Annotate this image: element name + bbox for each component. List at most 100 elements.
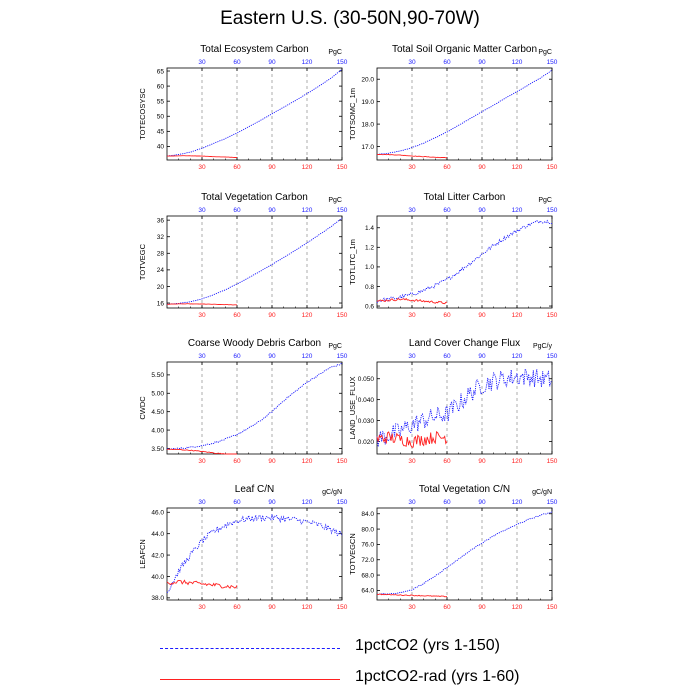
x-tick-label-bottom: 150 bbox=[337, 312, 348, 319]
x-tick-label-top: 90 bbox=[478, 353, 486, 360]
x-tick-label-bottom: 30 bbox=[408, 458, 416, 465]
x-tick-label-bottom: 90 bbox=[268, 458, 276, 465]
units-label: PgC bbox=[328, 197, 342, 204]
series-line-exp2 bbox=[376, 297, 448, 305]
series-line-exp1 bbox=[166, 514, 343, 593]
y-tick-label: 40.0 bbox=[151, 574, 164, 581]
x-tick-label-bottom: 60 bbox=[233, 458, 241, 465]
x-tick-label-bottom: 150 bbox=[547, 164, 558, 171]
y-tick-label: 72.0 bbox=[361, 557, 374, 564]
x-tick-label-top: 30 bbox=[198, 207, 206, 214]
y-tick-label: 68.0 bbox=[361, 572, 374, 579]
chart-panel-6: Land Cover Change Flux PgC/y LAND_USE_FLUX… bbox=[348, 338, 558, 465]
y-axis-label: LEAFCN bbox=[138, 539, 147, 569]
chart-panel-7: Leaf C/N gC/gN LEAFCN 30 30 60 60 90 90 120 120 150… bbox=[138, 484, 348, 611]
series-line-exp1 bbox=[376, 511, 553, 596]
series-line-exp1 bbox=[376, 367, 553, 447]
y-tick-label: 80.0 bbox=[361, 526, 374, 533]
x-tick-label-bottom: 120 bbox=[302, 312, 313, 319]
series-line-exp2 bbox=[166, 303, 238, 306]
y-tick-label: 5.00 bbox=[151, 391, 164, 398]
x-tick-label-top: 120 bbox=[512, 207, 523, 214]
x-tick-label-top: 120 bbox=[512, 499, 523, 506]
y-axis-label: LAND_USE_FLUX bbox=[348, 377, 357, 440]
x-tick-label-top: 30 bbox=[198, 59, 206, 66]
units-label: PgC bbox=[538, 197, 552, 204]
y-tick-label: 42.0 bbox=[151, 552, 164, 559]
y-axis-label: TOTECOSYSC bbox=[138, 88, 147, 140]
x-tick-label-top: 30 bbox=[198, 353, 206, 360]
panel-title: Land Cover Change Flux bbox=[409, 338, 520, 349]
y-tick-label: 55 bbox=[157, 98, 165, 105]
x-tick-label-bottom: 90 bbox=[478, 458, 486, 465]
chart-panel-5: Coarse Woody Debris Carbon PgC CWDC 30 30 60 6… bbox=[138, 338, 348, 465]
y-tick-label: 0.050 bbox=[358, 376, 375, 383]
series-line-exp2 bbox=[376, 153, 447, 159]
x-tick-label-bottom: 150 bbox=[337, 604, 348, 611]
y-tick-label: 20 bbox=[157, 284, 165, 291]
legend-swatch-solid bbox=[160, 679, 340, 680]
x-tick-label-bottom: 90 bbox=[478, 164, 486, 171]
y-axis-label: TOTVEGC bbox=[138, 243, 147, 280]
x-tick-label-bottom: 30 bbox=[198, 312, 206, 319]
x-tick-label-top: 150 bbox=[547, 499, 558, 506]
plot-frame bbox=[166, 67, 343, 161]
panel-title: Total Litter Carbon bbox=[424, 192, 506, 203]
chart-panel-2: Total Soil Organic Matter Carbon PgC TOTSO… bbox=[348, 44, 558, 171]
x-tick-label-bottom: 90 bbox=[268, 312, 276, 319]
x-tick-label-bottom: 120 bbox=[512, 164, 523, 171]
x-tick-label-bottom: 30 bbox=[408, 312, 416, 319]
y-axis-label: CWDC bbox=[138, 396, 147, 420]
x-tick-label-top: 60 bbox=[443, 499, 451, 506]
y-tick-label: 16 bbox=[157, 300, 165, 307]
units-label: PgC/y bbox=[533, 343, 553, 350]
series-line-exp2 bbox=[167, 155, 238, 159]
y-axis-label: TOTSOMC_1m bbox=[348, 88, 357, 140]
y-tick-label: 28 bbox=[157, 251, 165, 258]
x-tick-label-bottom: 60 bbox=[233, 312, 241, 319]
series-line-exp1 bbox=[376, 69, 553, 156]
x-tick-label-bottom: 120 bbox=[512, 312, 523, 319]
legend-label: 1pctCO2-rad (yrs 1-60) bbox=[355, 668, 520, 685]
y-tick-label: 19.0 bbox=[361, 99, 374, 106]
x-tick-label-bottom: 120 bbox=[512, 458, 523, 465]
y-tick-label: 36 bbox=[157, 217, 165, 224]
series-line-exp1 bbox=[166, 217, 343, 305]
plot-frame bbox=[376, 361, 553, 455]
y-tick-label: 3.50 bbox=[151, 446, 164, 453]
x-tick-label-top: 120 bbox=[302, 59, 313, 66]
series-line-exp1 bbox=[166, 363, 343, 451]
x-tick-label-top: 90 bbox=[268, 353, 276, 360]
panel-title: Total Soil Organic Matter Carbon bbox=[392, 44, 537, 55]
y-tick-label: 0.8 bbox=[365, 284, 374, 291]
series-line-exp1 bbox=[167, 69, 343, 157]
y-tick-label: 0.6 bbox=[365, 303, 374, 310]
plot-frame bbox=[376, 67, 553, 161]
y-tick-label: 0.040 bbox=[358, 397, 375, 404]
x-tick-label-bottom: 30 bbox=[198, 164, 206, 171]
chart-panel-4: Total Litter Carbon PgC TOTLITC_1m 30 30 60 60… bbox=[348, 192, 558, 319]
x-tick-label-bottom: 30 bbox=[408, 164, 416, 171]
chart-panel-8: Total Vegetation C/N gC/gN TOTVEGCN 30 30 60 6… bbox=[348, 484, 558, 611]
y-tick-label: 50 bbox=[157, 114, 165, 121]
plot-frame bbox=[376, 215, 553, 309]
x-tick-label-bottom: 60 bbox=[443, 164, 451, 171]
panel-title: Total Vegetation C/N bbox=[419, 484, 510, 495]
x-tick-label-bottom: 60 bbox=[233, 164, 241, 171]
y-axis-label: TOTLITC_1m bbox=[348, 239, 357, 285]
x-tick-label-bottom: 90 bbox=[268, 164, 276, 171]
x-tick-label-top: 120 bbox=[512, 59, 523, 66]
y-tick-label: 46.0 bbox=[151, 510, 164, 517]
x-tick-label-bottom: 60 bbox=[443, 312, 451, 319]
legend-label: 1pctCO2 (yrs 1-150) bbox=[355, 637, 500, 654]
y-tick-label: 32 bbox=[157, 234, 165, 241]
x-tick-label-top: 60 bbox=[443, 353, 451, 360]
series-line-exp2 bbox=[166, 579, 238, 589]
y-tick-label: 64.0 bbox=[361, 588, 374, 595]
panel-title: Coarse Woody Debris Carbon bbox=[188, 338, 321, 349]
y-tick-label: 0.030 bbox=[358, 418, 375, 425]
x-tick-label-top: 120 bbox=[302, 499, 313, 506]
x-tick-label-top: 150 bbox=[337, 353, 348, 360]
series-line-exp2 bbox=[166, 448, 237, 455]
